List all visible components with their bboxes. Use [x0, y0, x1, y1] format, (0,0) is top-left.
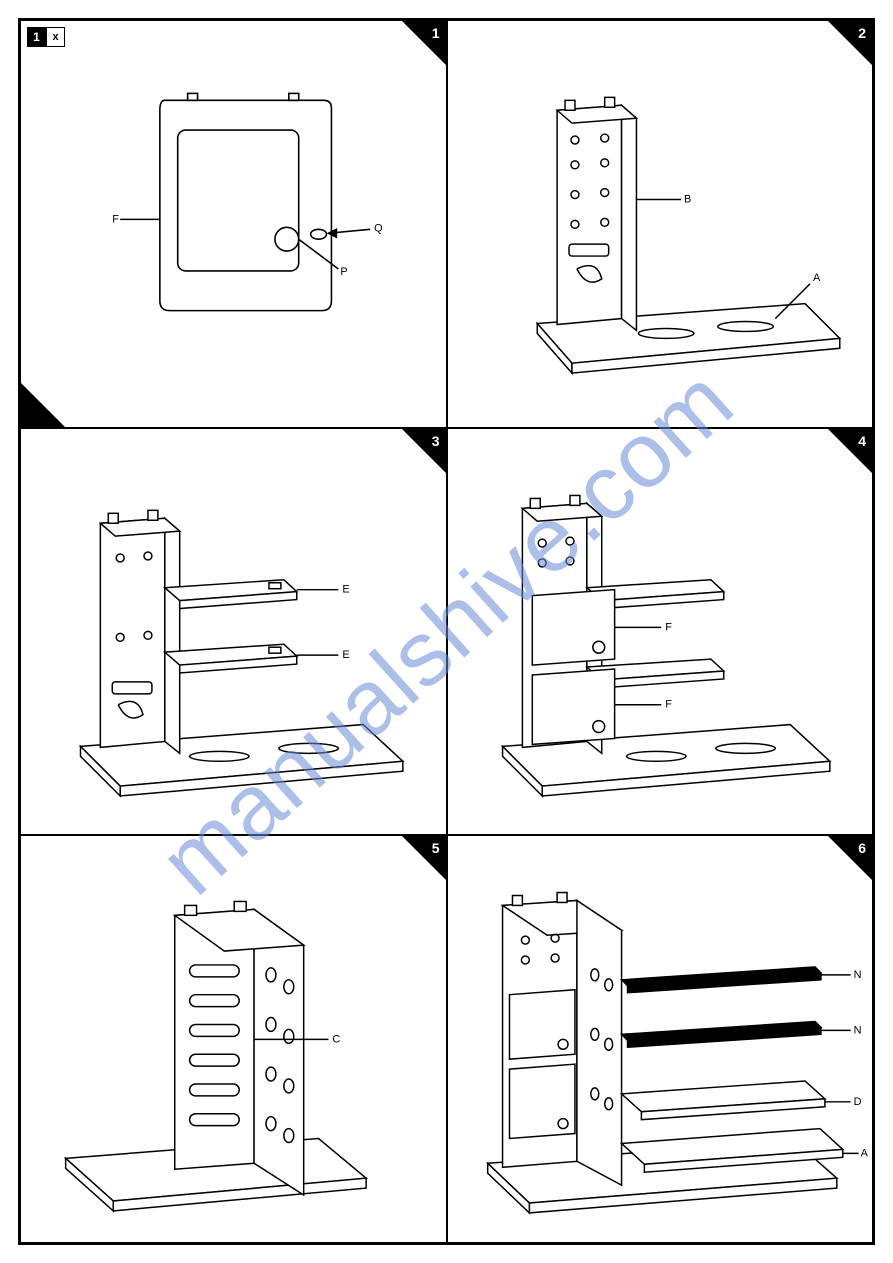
step-number: 2	[858, 25, 866, 41]
panel-grid: 1 1 x	[20, 20, 873, 1243]
step-number: 4	[858, 433, 866, 449]
callout-C: C	[332, 1034, 340, 1046]
panel-6-diagram: N N D A	[448, 836, 873, 1242]
callout-N-1: N	[853, 969, 861, 981]
panel-2-diagram: B A	[448, 21, 873, 427]
panel-step-5: 5	[20, 835, 447, 1243]
callout-F-1: F	[665, 621, 672, 633]
callout-N-2: N	[853, 1025, 861, 1037]
callout-E-2: E	[342, 649, 349, 661]
panel-step-4: 4	[447, 428, 874, 836]
callout-E-1: E	[342, 583, 349, 595]
panel-step-3: 3	[20, 428, 447, 836]
callout-P: P	[340, 266, 347, 278]
callout-F-2: F	[665, 698, 672, 710]
panel-step-1: 1 1 x	[20, 20, 447, 428]
instruction-page: manualshive.com 1 1 x	[18, 18, 875, 1245]
step-number: 5	[432, 840, 440, 856]
panel-1-diagram: F P Q	[21, 21, 446, 427]
panel-4-diagram: F F	[448, 429, 873, 835]
callout-D: D	[853, 1096, 861, 1108]
callout-Q: Q	[374, 222, 382, 234]
callout-A: A	[812, 272, 820, 284]
step-number: 3	[432, 433, 440, 449]
step-number: 1	[432, 25, 440, 41]
callout-A: A	[860, 1148, 868, 1160]
panel-step-2: 2	[447, 20, 874, 428]
callout-B: B	[684, 194, 691, 206]
panel-5-diagram: C	[21, 836, 446, 1242]
callout-F: F	[112, 213, 119, 225]
panel-step-6: 6	[447, 835, 874, 1243]
step-number: 6	[858, 840, 866, 856]
panel-3-diagram: E E	[21, 429, 446, 835]
